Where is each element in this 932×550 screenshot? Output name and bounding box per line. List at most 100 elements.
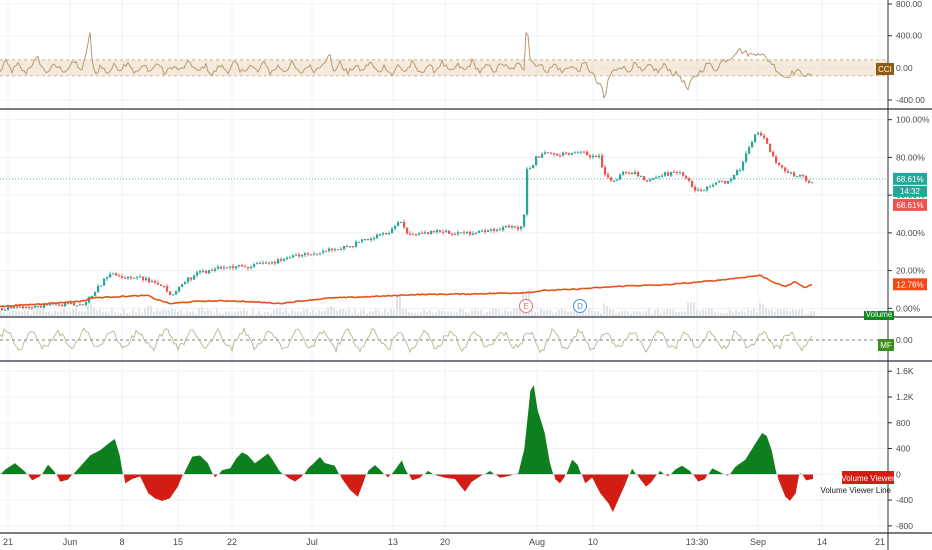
volume-bar xyxy=(723,313,725,316)
candle-body xyxy=(349,246,352,248)
candle-body xyxy=(556,154,559,156)
volume-bar xyxy=(330,306,332,316)
volume-bar xyxy=(252,309,254,316)
event-marker-dividend[interactable]: D xyxy=(573,299,587,313)
x-tick-label: Jun xyxy=(63,537,78,547)
volume-bar xyxy=(162,309,164,316)
price-panel[interactable]: E D xyxy=(0,130,888,316)
candle-body xyxy=(4,309,7,311)
candle-body xyxy=(469,231,472,235)
candle-body xyxy=(574,152,577,154)
candle-body xyxy=(733,174,736,180)
candle-body xyxy=(277,259,280,264)
candle-body xyxy=(454,233,457,235)
volume-bar xyxy=(315,312,317,316)
volume-bar xyxy=(609,309,611,316)
candle-body xyxy=(418,232,421,235)
volume-bar xyxy=(276,308,278,316)
candle-body xyxy=(655,177,658,179)
candle-body xyxy=(382,233,385,235)
volume-bar xyxy=(228,311,230,316)
candle-body xyxy=(268,262,271,264)
candle-body xyxy=(415,234,418,236)
volume-bar xyxy=(570,311,572,316)
candle-body xyxy=(160,284,163,286)
volume-viewer-panel[interactable] xyxy=(0,382,814,514)
candle-body xyxy=(772,151,775,157)
price-timer-tag: 14:32 xyxy=(900,187,921,196)
volume-bar xyxy=(549,309,551,316)
volume-bar xyxy=(174,309,176,316)
candle-body xyxy=(736,170,739,175)
vv-tick-label: 1.6K xyxy=(896,366,914,376)
candle-body xyxy=(718,181,721,183)
candle-body xyxy=(340,249,343,251)
volume-bar xyxy=(318,310,320,316)
candle-body xyxy=(706,186,709,191)
candle-body xyxy=(628,172,631,174)
volume-bar xyxy=(429,309,431,316)
volume-bar xyxy=(60,311,62,316)
candle-body xyxy=(784,167,787,172)
price-scale-tags: CCI 68.61% 14:32 68.61% 12.76% Volume MF Volume… xyxy=(820,63,927,495)
candle-body xyxy=(577,152,580,154)
volume-bar xyxy=(519,308,521,316)
volume-bar xyxy=(144,308,146,316)
volume-bar xyxy=(324,310,326,316)
candle-body xyxy=(514,226,517,228)
price-last-tag-2-bg xyxy=(893,198,927,211)
volume-bar xyxy=(33,310,35,316)
x-tick-label: 8 xyxy=(119,537,124,547)
candle-body xyxy=(769,143,772,152)
candle-body xyxy=(325,250,328,252)
event-marker-earnings[interactable]: E xyxy=(519,299,533,313)
volume-bar xyxy=(399,293,401,316)
candle-body xyxy=(298,254,301,257)
candle-body xyxy=(214,268,217,271)
candle-body xyxy=(184,282,187,285)
volume-bar xyxy=(567,311,569,316)
candle-body xyxy=(397,222,400,226)
volume-bar xyxy=(564,310,566,316)
candle-body xyxy=(400,221,403,223)
cci-band xyxy=(0,59,888,76)
volume-bar xyxy=(501,312,503,316)
volume-bar xyxy=(804,313,806,316)
cci-tick-label: 800.00 xyxy=(896,0,922,9)
candle-body xyxy=(337,249,340,251)
candle-body xyxy=(16,306,19,308)
volume-bar xyxy=(453,312,455,316)
volume-bar xyxy=(327,307,329,316)
candle-body xyxy=(79,304,82,306)
candle-body xyxy=(532,164,535,169)
candle-body xyxy=(781,165,784,168)
volume-bar xyxy=(504,310,506,316)
price-tick-label: 40.00% xyxy=(896,228,925,238)
candle-body xyxy=(169,291,172,296)
candle-body xyxy=(124,277,127,279)
mf-panel[interactable] xyxy=(0,326,888,354)
candle-body xyxy=(187,277,190,283)
volume-bar xyxy=(354,309,356,316)
candle-body xyxy=(55,303,58,305)
volume-bar xyxy=(435,312,437,316)
volume-bar xyxy=(387,312,389,316)
volume-bar xyxy=(39,309,41,316)
candle-body xyxy=(61,304,64,307)
candle-body xyxy=(700,189,703,191)
volume-bar xyxy=(627,311,629,316)
candle-body xyxy=(688,178,691,181)
volume-bar xyxy=(81,311,83,316)
candle-body xyxy=(238,265,241,267)
volume-bar xyxy=(660,313,662,316)
candle-body xyxy=(754,134,757,142)
candle-body xyxy=(232,266,235,269)
volume-bar xyxy=(360,310,362,316)
candle-body xyxy=(685,175,688,179)
volume-bar xyxy=(312,310,314,316)
volume-bar xyxy=(477,311,479,316)
volume-bar xyxy=(6,313,8,316)
volume-bar xyxy=(699,310,701,316)
cci-panel[interactable] xyxy=(0,31,888,100)
